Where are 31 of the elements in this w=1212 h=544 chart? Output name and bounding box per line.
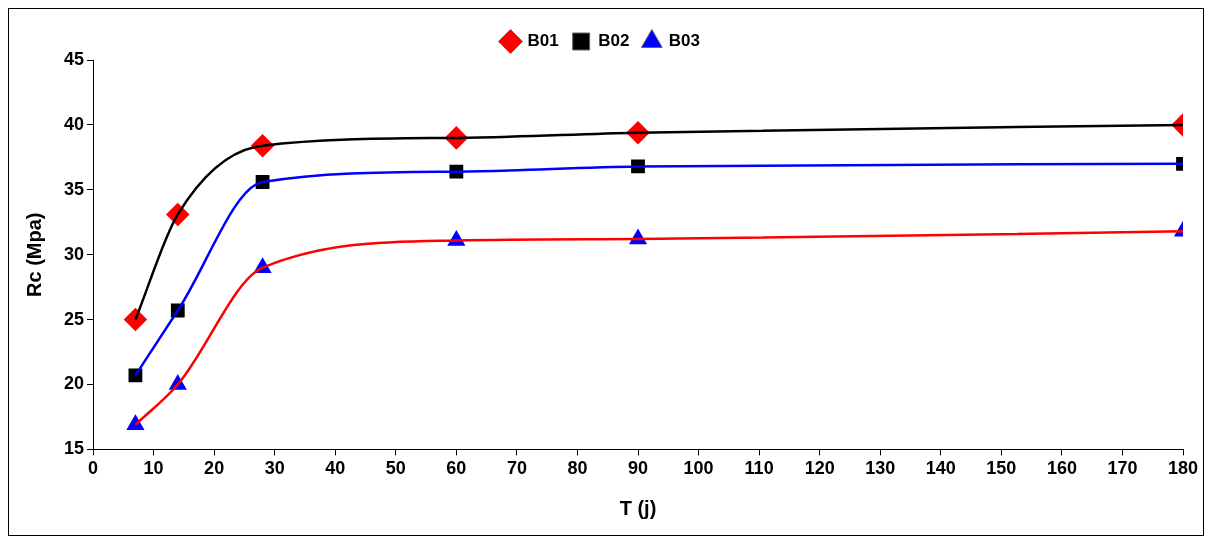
x-tick-label: 160 bbox=[1046, 458, 1077, 479]
y-tick-label: 20 bbox=[63, 373, 85, 394]
legend-label: B03 bbox=[668, 31, 701, 51]
x-tick-label: 40 bbox=[325, 458, 346, 479]
y-tick-label: 30 bbox=[63, 243, 85, 264]
x-tick-label: 140 bbox=[925, 458, 956, 479]
y-tick-label: 35 bbox=[63, 178, 85, 199]
x-tick-label: 10 bbox=[143, 458, 164, 479]
x-tick-label: 90 bbox=[628, 458, 649, 479]
y-tick-label: 40 bbox=[63, 113, 85, 134]
x-tick-label: 120 bbox=[804, 458, 835, 479]
y-tick-label: 45 bbox=[63, 48, 85, 69]
legend-label: B02 bbox=[598, 31, 630, 51]
y-axis-title: Rc (Mpa) bbox=[22, 212, 45, 297]
x-tick-label: 180 bbox=[1167, 458, 1199, 479]
x-tick-label: 0 bbox=[88, 458, 99, 479]
x-tick-label: 80 bbox=[567, 458, 588, 479]
x-axis-title: T (j) bbox=[619, 496, 657, 519]
x-tick-label: 170 bbox=[1107, 458, 1138, 479]
x-tick-label: 150 bbox=[986, 458, 1017, 479]
x-tick-label: 50 bbox=[385, 458, 406, 479]
legend-label: B01 bbox=[527, 31, 559, 51]
y-tick-label: 25 bbox=[63, 308, 85, 329]
x-tick-label: 70 bbox=[506, 458, 527, 479]
x-tick-label: 30 bbox=[264, 458, 285, 479]
x-tick-label: 130 bbox=[865, 458, 896, 479]
y-tick-label: 15 bbox=[63, 438, 85, 459]
x-tick-label: 60 bbox=[446, 458, 467, 479]
x-tick-label: 100 bbox=[683, 458, 714, 479]
x-tick-label: 20 bbox=[204, 458, 225, 479]
x-tick-label: 110 bbox=[744, 458, 774, 479]
